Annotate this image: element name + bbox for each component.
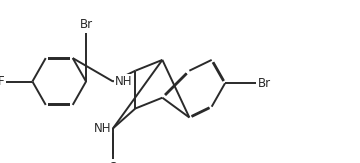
Text: O: O: [108, 161, 118, 163]
Text: F: F: [0, 75, 5, 88]
Text: NH: NH: [94, 122, 111, 135]
Text: Br: Br: [80, 18, 93, 31]
Text: NH: NH: [115, 75, 132, 88]
Text: Br: Br: [257, 77, 270, 90]
